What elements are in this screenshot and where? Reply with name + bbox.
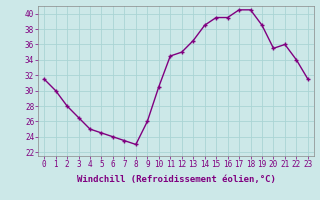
X-axis label: Windchill (Refroidissement éolien,°C): Windchill (Refroidissement éolien,°C) <box>76 175 276 184</box>
